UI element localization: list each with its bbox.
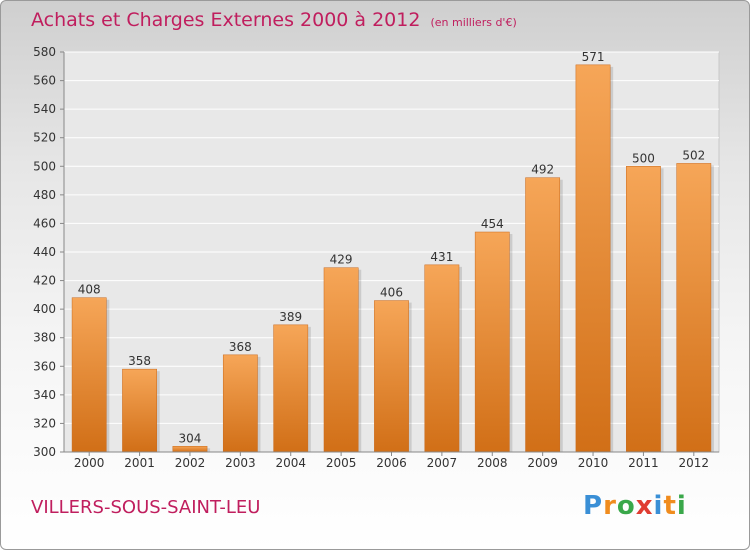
bar — [374, 300, 409, 453]
y-tick-label: 300 — [33, 445, 56, 459]
data-label: 368 — [229, 340, 252, 354]
x-tick-label: 2012 — [679, 456, 710, 470]
y-tick-label: 520 — [33, 131, 56, 145]
data-label: 304 — [179, 431, 202, 445]
logo-letter: i — [676, 491, 687, 521]
x-tick-label: 2005 — [326, 456, 357, 470]
logo-letter: P — [583, 491, 604, 521]
y-tick-label: 540 — [33, 102, 56, 116]
data-label: 389 — [279, 310, 302, 324]
bar — [424, 264, 460, 453]
logo-letter: o — [616, 491, 636, 521]
x-tick-label: 2008 — [477, 456, 508, 470]
logo-letter: r — [603, 491, 617, 521]
data-label: 454 — [481, 217, 504, 231]
y-tick-label: 480 — [33, 188, 56, 202]
x-tick-label: 2004 — [275, 456, 306, 470]
x-tick-label: 2001 — [124, 456, 155, 470]
bar — [676, 163, 712, 453]
data-label: 408 — [78, 283, 101, 297]
bar — [525, 177, 561, 453]
x-tick-label: 2010 — [578, 456, 609, 470]
y-tick-label: 380 — [33, 331, 56, 345]
y-tick-label: 360 — [33, 359, 56, 373]
city-name: VILLERS-SOUS-SAINT-LEU — [31, 497, 261, 518]
x-tick-label: 2009 — [527, 456, 558, 470]
data-label: 502 — [682, 148, 705, 162]
y-tick-label: 560 — [33, 74, 56, 88]
y-tick-label: 340 — [33, 388, 56, 402]
bar — [172, 446, 208, 453]
y-tick-label: 460 — [33, 216, 56, 230]
data-label: 406 — [380, 286, 403, 300]
bar — [575, 64, 611, 453]
y-tick-label: 400 — [33, 302, 56, 316]
data-label: 500 — [632, 151, 655, 165]
y-tick-label: 440 — [33, 245, 56, 259]
bar — [71, 297, 107, 453]
chart-title-text: Achats et Charges Externes 2000 à 2012 — [31, 9, 421, 31]
bar — [323, 267, 359, 453]
data-label: 431 — [430, 250, 453, 264]
logo-letter: t — [663, 491, 677, 521]
proxiti-logo: Proxiti — [583, 491, 687, 521]
bar — [122, 368, 157, 453]
logo-letter: x — [635, 491, 654, 521]
bar — [626, 166, 661, 453]
y-tick-label: 500 — [33, 159, 56, 173]
y-tick-label: 320 — [33, 416, 56, 430]
x-tick-label: 2003 — [225, 456, 256, 470]
x-tick-label: 2006 — [376, 456, 407, 470]
logo-letter: i — [653, 491, 664, 521]
x-tick-label: 2011 — [628, 456, 659, 470]
x-tick-label: 2000 — [74, 456, 105, 470]
x-tick-label: 2007 — [427, 456, 458, 470]
bar — [474, 231, 510, 453]
data-label: 571 — [582, 50, 605, 64]
chart-title: Achats et Charges Externes 2000 à 2012 (e… — [31, 9, 517, 31]
bar — [222, 354, 258, 453]
bar — [273, 324, 309, 453]
x-tick-label: 2002 — [175, 456, 206, 470]
chart-subtitle: (en milliers d'€) — [430, 16, 517, 29]
data-label: 492 — [531, 163, 554, 177]
data-label: 358 — [128, 354, 151, 368]
y-tick-label: 420 — [33, 274, 56, 288]
y-tick-label: 580 — [33, 45, 56, 59]
data-label: 429 — [330, 253, 353, 267]
